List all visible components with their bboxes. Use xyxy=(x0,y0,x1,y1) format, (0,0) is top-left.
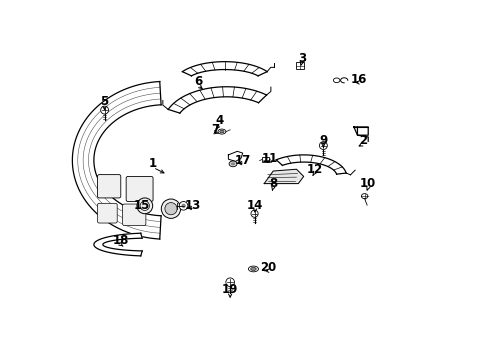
Text: 9: 9 xyxy=(319,134,327,147)
Text: 2: 2 xyxy=(358,134,366,147)
Text: 10: 10 xyxy=(359,177,376,190)
Circle shape xyxy=(161,199,180,219)
Polygon shape xyxy=(168,87,266,113)
Text: 4: 4 xyxy=(215,114,223,127)
Text: 20: 20 xyxy=(259,261,275,274)
Text: 6: 6 xyxy=(193,75,202,88)
Circle shape xyxy=(101,106,108,114)
Polygon shape xyxy=(94,233,142,256)
Text: 7: 7 xyxy=(211,123,220,136)
Circle shape xyxy=(179,202,187,210)
Polygon shape xyxy=(182,62,266,76)
Text: 19: 19 xyxy=(222,283,238,296)
Circle shape xyxy=(164,203,177,215)
Polygon shape xyxy=(353,127,367,135)
Ellipse shape xyxy=(333,78,339,83)
Ellipse shape xyxy=(230,162,235,166)
Text: 13: 13 xyxy=(184,199,200,212)
Text: 3: 3 xyxy=(297,51,305,64)
Polygon shape xyxy=(72,81,161,239)
Ellipse shape xyxy=(250,267,256,270)
Ellipse shape xyxy=(248,266,258,272)
Text: 16: 16 xyxy=(350,73,366,86)
Circle shape xyxy=(250,210,258,217)
Text: 1: 1 xyxy=(149,157,157,170)
Circle shape xyxy=(319,141,326,149)
Circle shape xyxy=(137,198,152,214)
Text: 8: 8 xyxy=(268,177,277,190)
FancyBboxPatch shape xyxy=(97,175,121,198)
Polygon shape xyxy=(276,155,346,174)
FancyBboxPatch shape xyxy=(126,176,153,202)
FancyBboxPatch shape xyxy=(122,204,145,226)
Ellipse shape xyxy=(218,129,225,134)
Bar xyxy=(295,62,303,69)
Ellipse shape xyxy=(219,130,224,133)
Text: 11: 11 xyxy=(261,152,277,165)
Text: 14: 14 xyxy=(246,199,263,212)
Circle shape xyxy=(225,278,234,287)
Text: 17: 17 xyxy=(234,154,250,167)
Text: 12: 12 xyxy=(305,163,322,176)
Text: 18: 18 xyxy=(112,234,129,247)
Text: 15: 15 xyxy=(134,199,150,212)
Text: 5: 5 xyxy=(101,95,108,108)
Ellipse shape xyxy=(228,161,237,167)
Circle shape xyxy=(181,204,185,208)
Polygon shape xyxy=(264,169,303,184)
Bar xyxy=(261,157,268,162)
FancyBboxPatch shape xyxy=(97,203,117,223)
Polygon shape xyxy=(228,151,242,161)
Ellipse shape xyxy=(361,194,367,199)
